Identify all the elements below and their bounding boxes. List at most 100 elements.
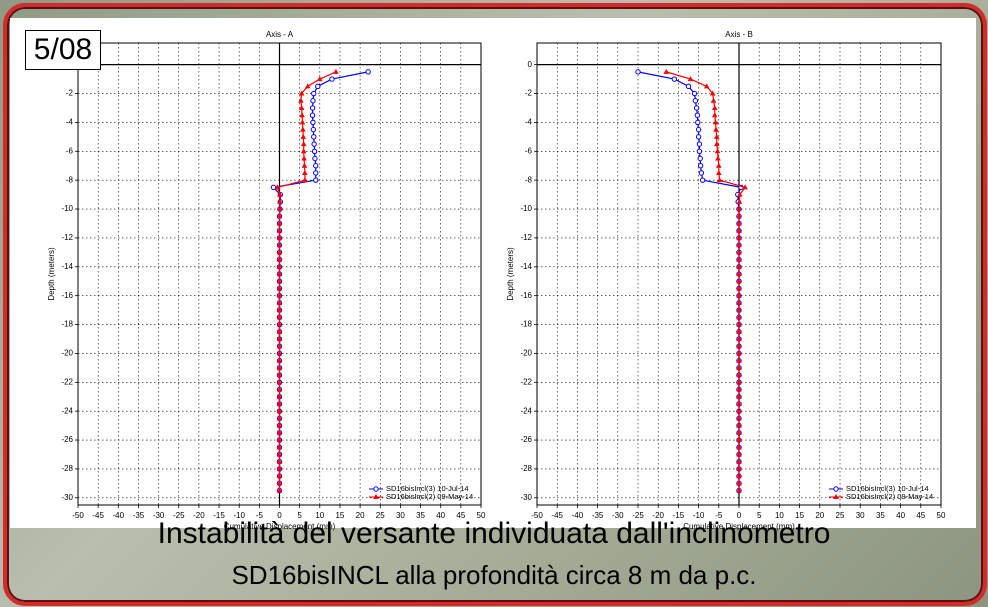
- y-tick-label: 0: [528, 60, 533, 69]
- data-point: [697, 142, 701, 146]
- data-point: [672, 77, 676, 81]
- data-point: [310, 113, 314, 117]
- data-point: [715, 148, 721, 153]
- data-point: [694, 106, 698, 110]
- y-tick-label: -4: [525, 118, 533, 127]
- data-point: [686, 84, 690, 88]
- y-tick-label: -22: [61, 377, 73, 386]
- data-point: [301, 156, 307, 161]
- data-point: [301, 141, 307, 146]
- y-tick-label: -24: [61, 406, 73, 415]
- data-point: [313, 156, 317, 160]
- caption-line: SD16bisINCL alla profondità circa 8 m da…: [0, 560, 988, 591]
- data-point: [697, 149, 701, 153]
- y-tick-label: -28: [61, 464, 73, 473]
- y-tick-label: -18: [520, 320, 532, 329]
- data-point: [374, 487, 378, 491]
- y-tick-label: -18: [61, 320, 73, 329]
- data-point: [366, 70, 370, 74]
- data-point: [692, 91, 696, 95]
- data-point: [311, 120, 315, 124]
- data-point: [636, 70, 640, 74]
- y-tick-label: -16: [61, 291, 73, 300]
- data-point: [312, 135, 316, 139]
- data-point: [301, 148, 307, 153]
- data-point: [834, 487, 838, 491]
- data-point: [299, 112, 305, 117]
- data-point: [698, 164, 702, 168]
- data-point: [711, 98, 717, 103]
- y-tick-label: -22: [520, 377, 532, 386]
- data-point: [713, 119, 719, 124]
- data-point: [314, 171, 318, 175]
- charts: Axis - A 0 -2 -4 -6 -8 -10 -12 -14 -16 -18 -20 -22 -2…: [0, 0, 988, 607]
- data-point: [298, 98, 304, 103]
- y-axis-label: Depth (meters): [506, 247, 515, 301]
- y-tick-label: -14: [520, 262, 532, 271]
- data-point: [302, 163, 308, 168]
- y-tick-label: -16: [520, 291, 532, 300]
- series-line: [666, 72, 745, 491]
- data-point: [715, 156, 721, 161]
- series-line: [273, 72, 368, 491]
- data-point: [696, 120, 700, 124]
- data-point: [311, 99, 315, 103]
- data-point: [330, 77, 334, 81]
- data-point: [696, 127, 700, 131]
- chart-title: Axis - A: [266, 30, 294, 39]
- data-point: [698, 156, 702, 160]
- data-point: [314, 164, 318, 168]
- legend-label: SD16bisIncl(2) 09-May-14: [846, 492, 933, 501]
- data-point: [314, 178, 318, 182]
- data-point: [712, 105, 718, 110]
- series-line: [638, 72, 741, 491]
- y-tick-label: -8: [66, 175, 74, 184]
- data-point: [717, 177, 723, 182]
- data-point: [700, 178, 704, 182]
- chart-title: Axis - B: [725, 30, 753, 39]
- y-tick-label: -2: [525, 89, 533, 98]
- data-point: [300, 127, 306, 132]
- y-tick-label: -8: [525, 175, 533, 184]
- data-point: [300, 134, 306, 139]
- data-point: [312, 142, 316, 146]
- y-tick-label: -14: [61, 262, 73, 271]
- data-point: [300, 119, 306, 124]
- data-point: [302, 177, 308, 182]
- data-point: [699, 171, 703, 175]
- y-tick-label: -2: [66, 89, 74, 98]
- y-tick-label: -20: [520, 349, 532, 358]
- data-point: [310, 106, 314, 110]
- data-point: [312, 149, 316, 153]
- y-tick-label: -26: [61, 435, 73, 444]
- data-point: [663, 69, 669, 74]
- legend-label: SD16bisIncl(2) 09-May-14: [386, 492, 473, 501]
- y-tick-label: -28: [520, 464, 532, 473]
- y-tick-label: -6: [525, 146, 533, 155]
- data-point: [333, 69, 339, 74]
- series-line: [277, 72, 335, 491]
- y-tick-label: -30: [61, 493, 73, 502]
- data-point: [696, 135, 700, 139]
- y-tick-label: -12: [520, 233, 532, 242]
- data-point: [716, 163, 722, 168]
- data-point: [713, 127, 719, 132]
- slide: Axis - A 0 -2 -4 -6 -8 -10 -12 -14 -16 -18 -20 -22 -2…: [0, 0, 988, 607]
- y-tick-label: -20: [61, 349, 73, 358]
- caption-line: Instabilità del versante individuata dal…: [0, 517, 988, 551]
- y-tick-label: -24: [520, 406, 532, 415]
- y-tick-label: -6: [66, 146, 74, 155]
- data-point: [695, 113, 699, 117]
- y-tick-label: -30: [520, 493, 532, 502]
- y-tick-label: -12: [61, 233, 73, 242]
- y-tick-label: -10: [61, 204, 73, 213]
- data-point: [302, 170, 308, 175]
- slide-number: 5/08: [25, 30, 101, 70]
- data-point: [712, 112, 718, 117]
- y-tick-label: -4: [66, 118, 74, 127]
- data-point: [716, 170, 722, 175]
- data-point: [311, 127, 315, 131]
- y-tick-label: -26: [520, 435, 532, 444]
- y-axis-label: Depth (meters): [47, 247, 56, 301]
- data-point: [316, 84, 320, 88]
